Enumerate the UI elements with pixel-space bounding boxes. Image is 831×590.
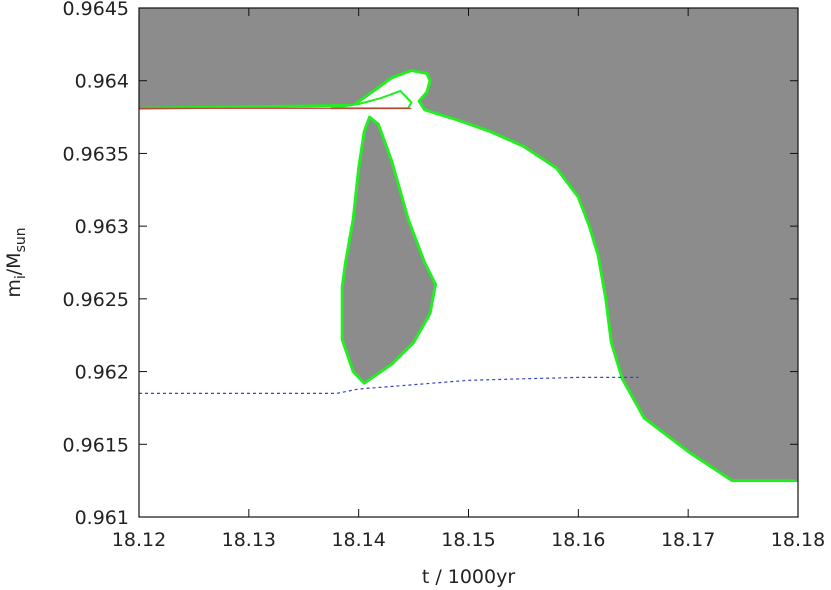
y-tick-label: 0.9615 (63, 434, 129, 456)
y-axis-label: mi/Msun (3, 227, 29, 297)
y-tick-label: 0.9635 (63, 143, 129, 165)
y-axis-label-m: m (3, 279, 25, 298)
plot-content (139, 8, 798, 483)
axes-ticks: 18.12 18.13 18.14 18.15 18.16 18.17 18.18 0.961… (63, 0, 826, 551)
y-tick-label: 0.961 (75, 507, 129, 529)
y-tick-label: 0.964 (75, 71, 129, 93)
x-tick-label: 18.16 (551, 529, 605, 551)
y-tick-label: 0.963 (75, 216, 129, 238)
y-axis-label-mid: /M (3, 252, 25, 275)
x-tick-label: 18.12 (112, 529, 166, 551)
x-tick-label: 18.15 (441, 529, 495, 551)
island-region (340, 115, 437, 385)
y-axis-label-sub-i: i (13, 275, 29, 279)
x-tick-label: 18.14 (331, 529, 385, 551)
x-tick-label: 18.18 (771, 529, 825, 551)
x-tick-label: 18.13 (222, 529, 276, 551)
x-axis-label: t / 1000yr (422, 566, 516, 588)
plot-area (139, 8, 798, 483)
y-tick-label: 0.962 (75, 362, 129, 384)
y-tick-label: 0.9645 (63, 0, 129, 20)
y-tick-label: 0.9625 (63, 289, 129, 311)
y-axis-label-sub-sun: sun (13, 227, 29, 252)
upper-region (139, 8, 798, 483)
x-tick-label: 18.17 (661, 529, 715, 551)
blue-dashed-line (139, 376, 639, 394)
